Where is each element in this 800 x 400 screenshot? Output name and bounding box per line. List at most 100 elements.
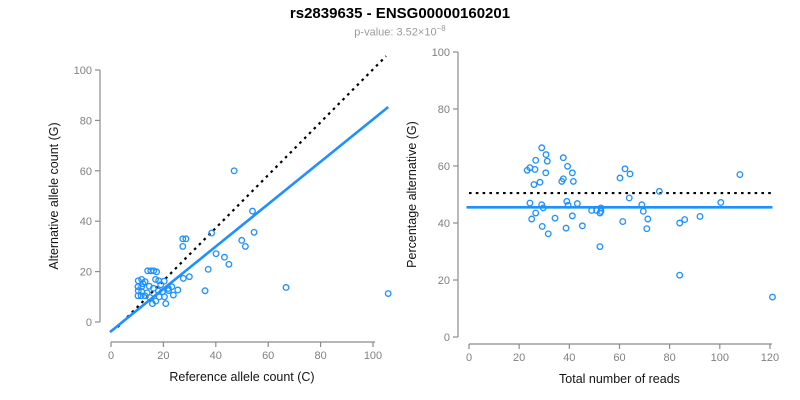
data-point	[619, 218, 627, 226]
data-point	[644, 215, 652, 223]
data-point	[531, 165, 539, 173]
data-point	[532, 209, 540, 217]
x-tick-label: 20	[513, 352, 525, 364]
data-point	[676, 271, 684, 279]
data-point	[626, 170, 634, 178]
data-point	[157, 281, 165, 289]
data-point	[530, 181, 538, 188]
y-tick-label: 40	[80, 216, 92, 228]
data-point	[625, 194, 633, 202]
data-point	[736, 171, 744, 178]
data-point	[616, 174, 624, 182]
allele-counts-scatter-panel: 0 20 40 60 80 100 Reference allele count (C) 0 2…	[47, 55, 392, 384]
data-point	[532, 156, 540, 164]
y-tick-label: 20	[438, 275, 450, 287]
data-point	[208, 229, 216, 237]
data-point	[544, 230, 552, 238]
data-point	[220, 253, 228, 261]
data-point	[538, 144, 546, 152]
data-point	[551, 214, 559, 222]
y-tick-label: 20	[80, 267, 92, 279]
data-point	[676, 219, 684, 227]
data-point	[185, 273, 193, 281]
data-point	[696, 212, 704, 220]
figure-title: rs2839635 - ENSG00000160201	[289, 5, 511, 22]
data-point	[643, 225, 651, 233]
data-point	[573, 200, 581, 208]
data-point	[230, 167, 238, 175]
data-point	[225, 260, 233, 268]
data-point	[564, 201, 572, 209]
y-axis-title: Alternative allele count (G)	[47, 122, 61, 269]
data-point	[174, 286, 182, 294]
x-tick-label: 100	[364, 350, 382, 362]
y-tick-label: 80	[80, 115, 92, 127]
x-tick-label: 60	[613, 352, 625, 364]
x-axis-title: Total number of reads	[559, 372, 680, 386]
data-point	[134, 292, 142, 300]
data-point	[153, 268, 161, 276]
data-point	[137, 292, 145, 300]
data-point	[241, 242, 249, 250]
pvalue-text: p-value: 3.52×10	[354, 26, 437, 39]
data-point	[143, 289, 151, 297]
data-point	[655, 187, 663, 195]
x-tick-label: 60	[262, 350, 274, 362]
data-point	[182, 235, 190, 243]
data-point	[384, 290, 392, 297]
y-tick-label: 0	[86, 317, 92, 329]
data-point	[249, 207, 256, 215]
data-point	[543, 157, 551, 165]
data-point	[621, 165, 629, 173]
x-tick-label: 120	[761, 352, 779, 364]
data-point	[160, 293, 168, 301]
data-point	[160, 277, 168, 285]
fit-line	[109, 106, 390, 334]
y-tick-label: 60	[80, 166, 92, 178]
data-point	[564, 162, 572, 170]
data-point	[282, 284, 290, 291]
data-point	[559, 154, 567, 162]
x-tick-label: 100	[711, 352, 729, 364]
data-point	[681, 216, 689, 224]
data-point	[542, 169, 550, 177]
data-point	[526, 199, 534, 207]
x-tick-label: 0	[466, 352, 472, 364]
data-point	[562, 224, 570, 232]
data-point	[162, 300, 170, 308]
y-tick-label: 60	[438, 161, 450, 173]
x-tick-label: 40	[563, 352, 575, 364]
data-point	[769, 293, 776, 301]
x-tick-label: 20	[157, 350, 169, 362]
data-point	[563, 197, 571, 205]
data-point	[148, 300, 156, 308]
data-point	[538, 222, 546, 230]
data-point	[639, 207, 647, 215]
data-point	[250, 228, 258, 236]
data-point	[152, 275, 159, 283]
data-point	[568, 212, 576, 220]
data-point	[165, 287, 173, 294]
data-point	[204, 265, 212, 273]
y-axis-title: Percentage alternative (G)	[405, 121, 419, 268]
data-point	[146, 294, 154, 302]
data-point	[596, 243, 604, 251]
x-tick-label: 0	[108, 350, 114, 362]
x-axis-title: Reference allele count (C)	[169, 370, 314, 384]
pvalue-exponent: −8	[436, 24, 446, 33]
data-point	[179, 274, 187, 282]
data-point	[568, 169, 576, 177]
data-point	[539, 204, 547, 212]
data-point	[717, 199, 725, 206]
figure-subtitle: p-value: 3.52×10−8	[0, 24, 800, 39]
x-tick-label: 40	[210, 350, 222, 362]
data-point	[169, 291, 177, 299]
data-point	[578, 222, 586, 230]
data-point	[528, 215, 536, 223]
data-point	[569, 177, 577, 185]
x-tick-label: 80	[664, 352, 676, 364]
percentage-alternative-scatter-panel: 0 20 40 60 80 100 120 Total number of reads 0 20 4…	[405, 47, 779, 386]
x-tick-label: 80	[314, 350, 326, 362]
y-tick-label: 40	[438, 218, 450, 230]
